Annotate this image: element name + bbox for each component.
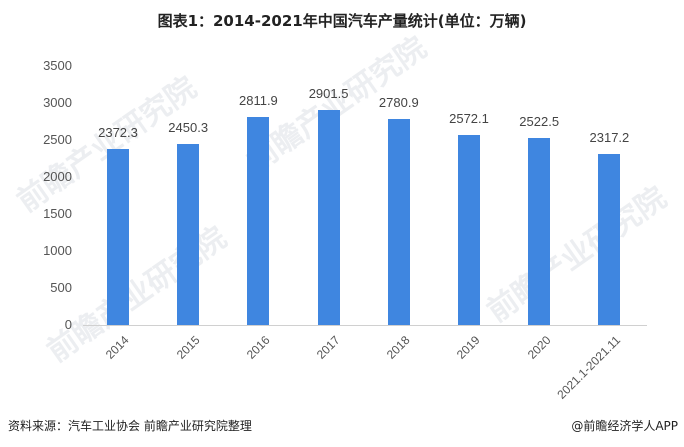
watermark: 前瞻产业研究院 (480, 180, 674, 330)
value-label: 2811.9 (238, 92, 278, 108)
y-tick-label: 1000 (43, 243, 72, 258)
value-label: 2450.3 (168, 119, 209, 135)
bar (247, 116, 270, 325)
y-tick-label: 3000 (43, 95, 72, 110)
y-tick-label: 1500 (43, 206, 72, 221)
bar (317, 110, 340, 325)
value-label: 2522.5 (519, 114, 560, 130)
x-tick-label: 2015 (173, 333, 203, 362)
bar (107, 149, 129, 325)
value-label: 2317.2 (589, 129, 630, 145)
y-tick-label: 2000 (43, 169, 72, 184)
x-tick-label: 2018 (383, 333, 413, 362)
y-tick-label: 2500 (43, 132, 72, 147)
x-axis-line (83, 325, 647, 326)
bar (387, 119, 410, 325)
value-label: 2780.9 (378, 95, 419, 111)
x-tick-label: 2020 (524, 333, 554, 362)
value-label: 2572.1 (449, 110, 489, 126)
source-note: 资料来源：汽车工业协会 前瞻产业研究院整理 (8, 419, 252, 433)
y-tick-label: 3500 (43, 58, 72, 73)
x-tick-label: 2017 (313, 333, 343, 362)
bar (177, 143, 200, 325)
bar (458, 134, 480, 325)
y-tick-label: 0 (64, 317, 72, 332)
value-label: 2901.5 (308, 86, 349, 102)
credit-note: @前瞻经济学人APP (571, 419, 678, 433)
x-tick-label: 2016 (243, 333, 273, 362)
x-tick-label: 2014 (103, 333, 132, 362)
bar (598, 153, 621, 325)
bar (528, 138, 551, 325)
x-tick-label: 2021.1-2021.11 (554, 333, 624, 402)
x-tick-label: 2019 (454, 333, 483, 362)
value-label: 2372.3 (98, 125, 138, 141)
y-tick-label: 500 (50, 280, 72, 295)
chart-title: 图表1：2014-2021年中国汽车产量统计(单位：万辆) (157, 12, 527, 30)
